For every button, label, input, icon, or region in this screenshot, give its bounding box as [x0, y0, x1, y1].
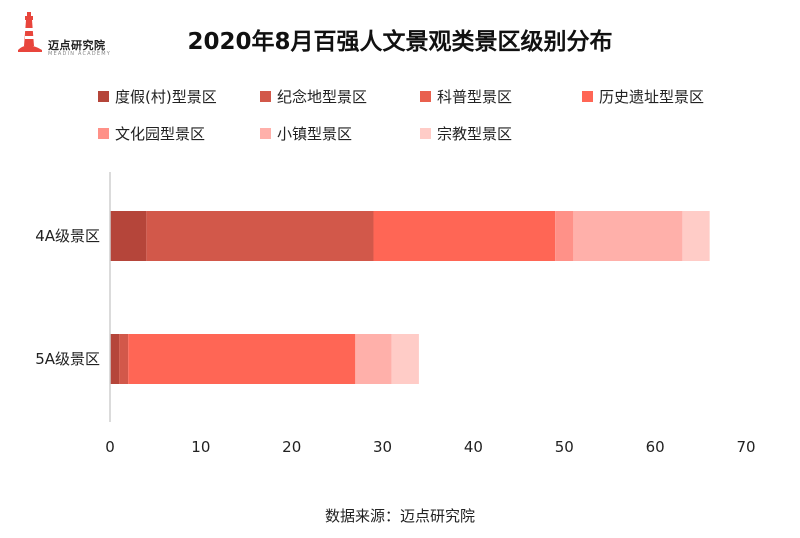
x-tick-label: 0: [105, 438, 115, 456]
bar-segment: [355, 334, 392, 384]
legend-item: 宗教型景区: [420, 123, 512, 144]
x-tick-label: 20: [282, 438, 301, 456]
x-tick-label: 50: [555, 438, 574, 456]
x-tick-label: 10: [191, 438, 210, 456]
legend-item: 度假(村)型景区: [98, 86, 217, 107]
bar-segment: [682, 211, 710, 261]
lighthouse-icon: [18, 12, 42, 52]
category-label: 5A级景区: [35, 350, 100, 368]
legend-label: 科普型景区: [437, 88, 513, 106]
legend-swatch: [582, 91, 593, 102]
legend-swatch: [420, 91, 431, 102]
legend-swatch: [260, 91, 271, 102]
legend-swatch: [98, 91, 109, 102]
bar-segment: [110, 211, 147, 261]
legend-label: 文化园型景区: [115, 125, 206, 143]
legend-item: 历史遗址型景区: [582, 86, 704, 107]
legend-label: 度假(村)型景区: [115, 88, 217, 106]
legend-swatch: [420, 128, 431, 139]
category-label: 4A级景区: [35, 227, 100, 245]
x-tick-label: 40: [464, 438, 483, 456]
x-tick-label: 70: [736, 438, 755, 456]
legend-swatch: [98, 128, 109, 139]
legend-swatch: [260, 128, 271, 139]
legend-item: 纪念地型景区: [260, 86, 367, 107]
legend-label: 宗教型景区: [437, 125, 513, 143]
bar-segment: [110, 334, 120, 384]
bar-segment: [119, 334, 129, 384]
bar-segment: [391, 334, 419, 384]
logo-name: 迈点研究院: [48, 39, 106, 52]
data-source: 数据来源：迈点研究院: [324, 507, 475, 525]
x-tick-label: 60: [646, 438, 665, 456]
legend-item: 小镇型景区: [260, 123, 352, 144]
logo-tagline: MEADIN ACADEMY: [48, 51, 111, 57]
chart-title: 2020年8月百强人文景观类景区级别分布: [187, 29, 613, 55]
legend-item: 科普型景区: [420, 86, 512, 107]
bar-segment: [128, 334, 356, 384]
bar-segment: [555, 211, 574, 261]
legend-label: 小镇型景区: [277, 125, 353, 143]
logo: 迈点研究院 MEADIN ACADEMY: [14, 10, 124, 57]
legend-label: 历史遗址型景区: [599, 88, 705, 106]
bar-segment: [573, 211, 683, 261]
legend-label: 纪念地型景区: [277, 88, 368, 106]
legend-item: 文化园型景区: [98, 123, 205, 144]
x-tick-label: 30: [373, 438, 392, 456]
bar-segment: [373, 211, 556, 261]
bar-segment: [146, 211, 374, 261]
